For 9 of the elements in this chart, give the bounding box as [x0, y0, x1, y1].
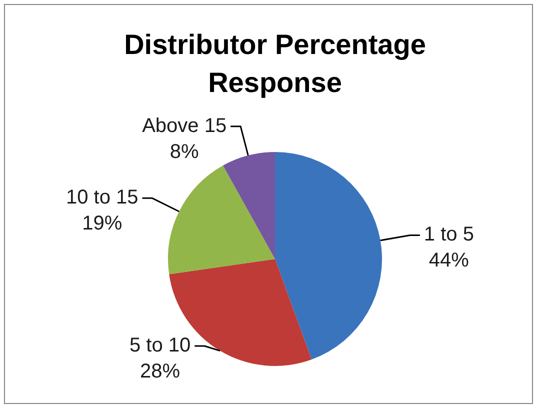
data-label: 44% [428, 250, 470, 272]
slice-label: 5 to 10 [129, 334, 191, 357]
slice-label: Above 15 [142, 114, 227, 137]
chart-title: Distributor Percentage Response [123, 28, 427, 100]
slice-label: 10 to 15 [66, 186, 138, 209]
data-label: 8% [170, 140, 200, 163]
data-label: 28% [140, 360, 180, 383]
data-label: 19% [82, 212, 122, 235]
slice-label: 1 to 5 [424, 224, 474, 246]
